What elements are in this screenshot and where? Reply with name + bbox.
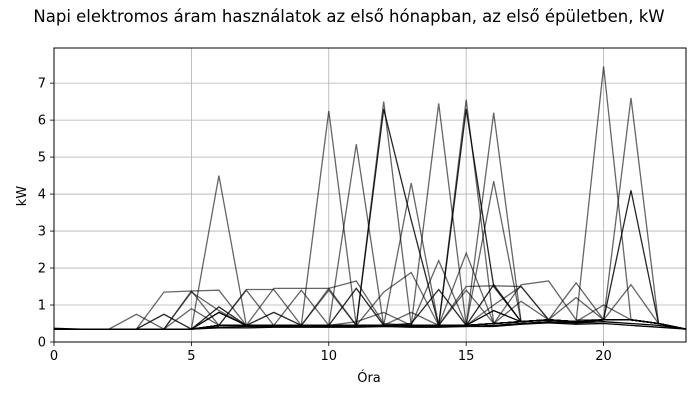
chart-title: Napi elektromos áram használatok az első… — [33, 7, 664, 26]
x-tick-label: 0 — [50, 349, 58, 364]
y-tick-label: 7 — [38, 77, 46, 92]
series-line-5 — [54, 108, 687, 330]
plot-frame — [53, 47, 687, 343]
series-line-15 — [54, 251, 687, 330]
series-lines — [53, 66, 687, 330]
series-line-12 — [54, 66, 687, 330]
y-tick-label: 1 — [38, 299, 46, 314]
y-axis-label: kW — [15, 186, 30, 207]
x-tick-label: 20 — [595, 349, 612, 364]
y-tick-label: 0 — [38, 336, 46, 351]
series-line-22 — [54, 322, 687, 330]
grid-lines — [53, 48, 686, 343]
x-tick-label: 15 — [458, 349, 475, 364]
x-axis-ticks: 0 5 10 15 20 — [50, 342, 612, 364]
y-tick-label: 5 — [38, 151, 46, 166]
x-tick-label: 10 — [321, 349, 338, 364]
x-axis-label: Óra — [357, 370, 381, 386]
x-tick-label: 5 — [187, 349, 195, 364]
series-line-16 — [54, 271, 687, 330]
y-tick-label: 3 — [38, 225, 46, 240]
y-tick-label: 6 — [38, 114, 46, 129]
y-tick-label: 2 — [38, 262, 46, 277]
series-line-18 — [54, 258, 687, 330]
y-axis-ticks: 0 1 2 3 4 5 6 7 — [38, 77, 54, 351]
y-tick-label: 4 — [38, 188, 46, 203]
